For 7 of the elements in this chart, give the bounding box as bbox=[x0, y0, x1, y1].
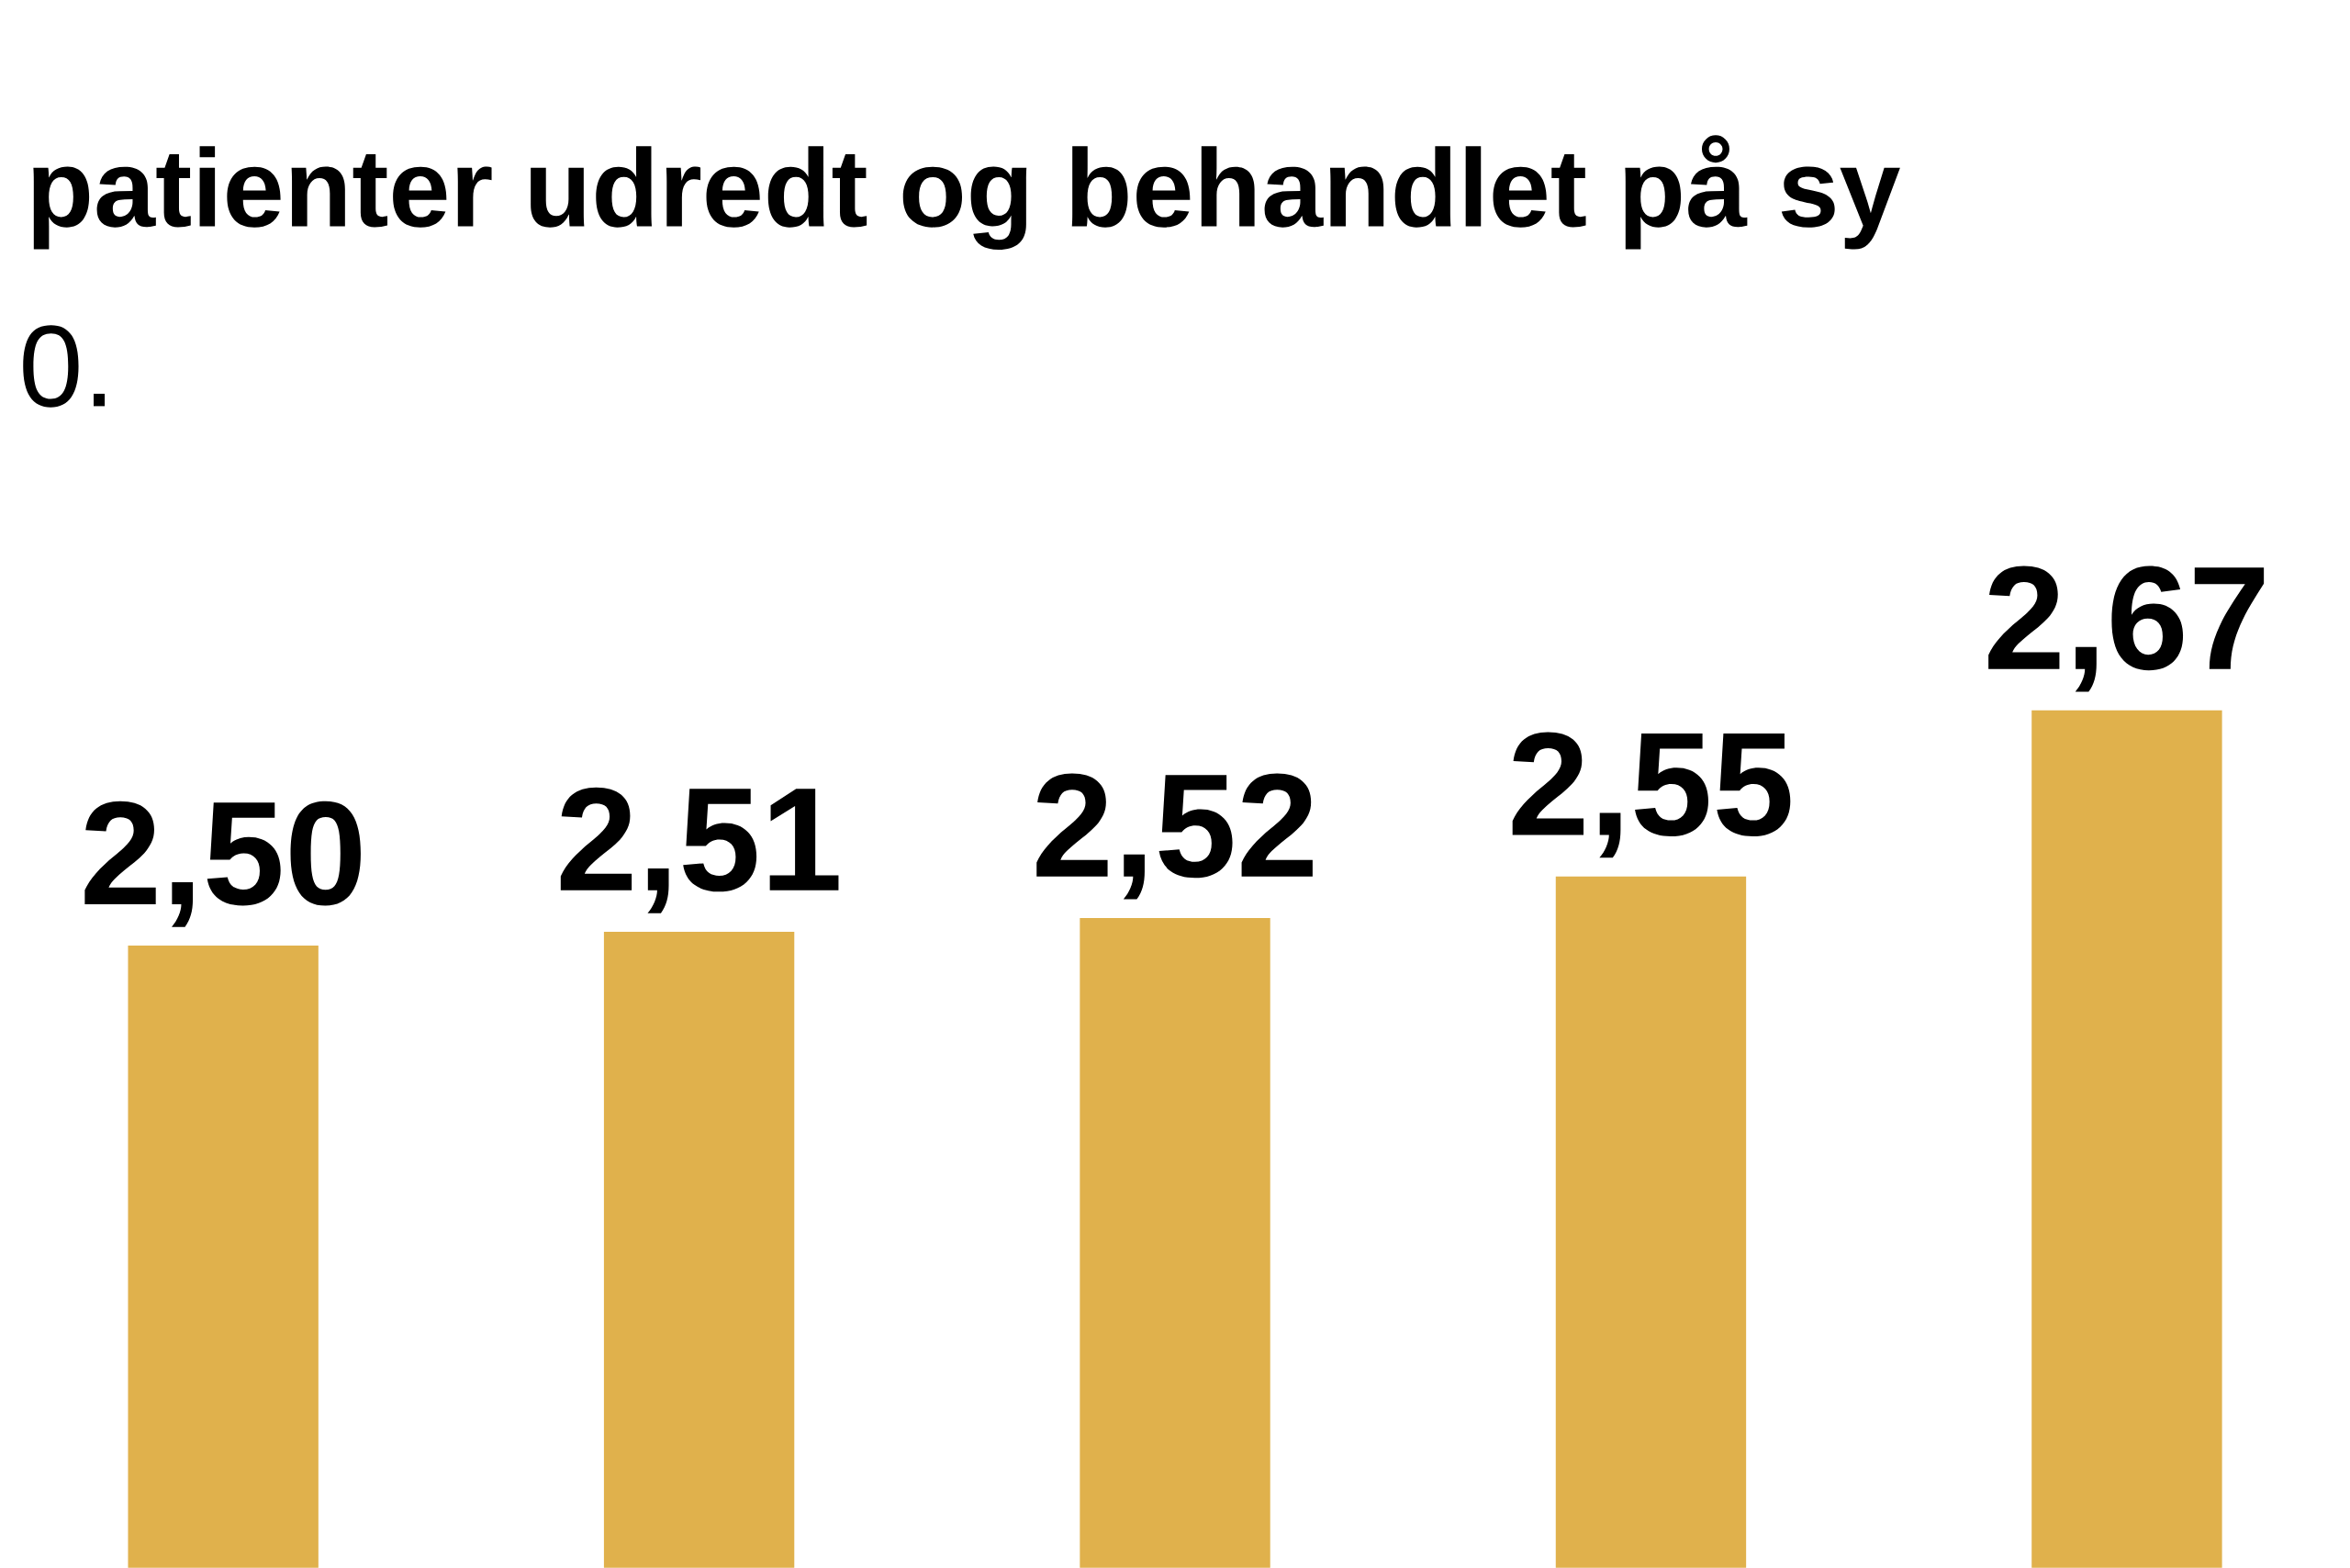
chart-subtitle: 0. bbox=[23, 325, 106, 408]
data-label: 2,67 bbox=[1988, 566, 2265, 692]
data-label: 2,52 bbox=[1036, 773, 1313, 900]
chart-title: patienter udredt og behandlet på sy bbox=[33, 135, 1900, 251]
data-label: 2,51 bbox=[560, 787, 839, 913]
data-label: 2,50 bbox=[84, 801, 361, 927]
data-label: 2,55 bbox=[1512, 732, 1791, 858]
